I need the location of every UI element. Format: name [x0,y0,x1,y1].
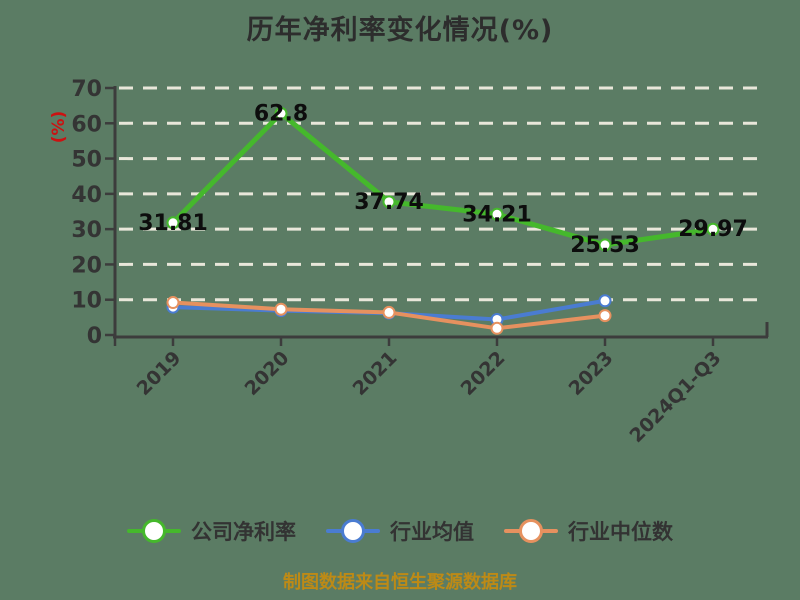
svg-text:60: 60 [71,112,102,137]
gridlines [119,86,766,302]
series-line-0 [166,106,720,252]
svg-text:0: 0 [87,324,102,349]
legend-item-company-net-margin: 公司净利率 [127,516,296,546]
svg-text:70: 70 [71,77,102,102]
svg-text:2023: 2023 [565,347,618,400]
svg-text:10: 10 [71,289,102,314]
data-point-marker [382,195,396,209]
legend-marker-green-icon [127,517,181,545]
legend-label: 公司净利率 [191,520,296,544]
data-point-marker [166,296,180,310]
y-axis-unit-label: (%) [49,111,69,144]
x-axis-tick-labels: 2019 2020 2021 2022 2023 2024Q1-Q3 [133,347,726,447]
svg-text:2022: 2022 [457,347,510,400]
svg-text:2024Q1-Q3: 2024Q1-Q3 [625,347,725,447]
data-point-marker [274,302,288,316]
y-axis-tick-labels: 0 10 20 30 40 50 60 70 [71,77,102,349]
data-labels: 31.81 62.8 37.74 34.21 25.53 29.97 [138,101,748,258]
svg-text:62.8: 62.8 [254,101,308,126]
svg-text:37.74: 37.74 [354,190,424,215]
legend-marker-blue-icon [326,517,380,545]
svg-text:25.53: 25.53 [570,233,640,258]
data-point-marker [166,216,180,230]
svg-text:2020: 2020 [241,347,294,400]
data-point-marker [598,309,612,323]
data-point-marker [382,305,396,319]
svg-text:30: 30 [71,218,102,243]
data-source-note: 制图数据来自恒生聚源数据库 [283,572,517,593]
legend-item-industry-average: 行业均值 [326,516,474,546]
chart-title: 历年净利率变化情况(%) [246,15,554,46]
svg-text:50: 50 [71,148,102,173]
svg-text:2019: 2019 [133,347,186,400]
data-point-marker [706,222,720,236]
data-point-marker [598,294,612,308]
svg-text:29.97: 29.97 [678,217,748,242]
svg-text:20: 20 [71,253,102,278]
data-point-marker [274,106,288,120]
chart-legend: 公司净利率 行业均值 行业中位数 [0,516,800,546]
legend-label: 行业均值 [390,520,474,544]
data-point-marker [490,321,504,335]
series-line-2 [166,296,612,335]
legend-item-industry-median: 行业中位数 [504,516,673,546]
svg-text:2021: 2021 [349,347,402,400]
svg-text:34.21: 34.21 [462,202,532,227]
svg-text:31.81: 31.81 [138,211,208,236]
svg-text:40: 40 [71,183,102,208]
legend-marker-orange-icon [504,517,558,545]
data-point-marker [598,238,612,252]
legend-label: 行业中位数 [568,520,673,544]
data-point-marker [490,207,504,221]
axes [105,86,769,346]
